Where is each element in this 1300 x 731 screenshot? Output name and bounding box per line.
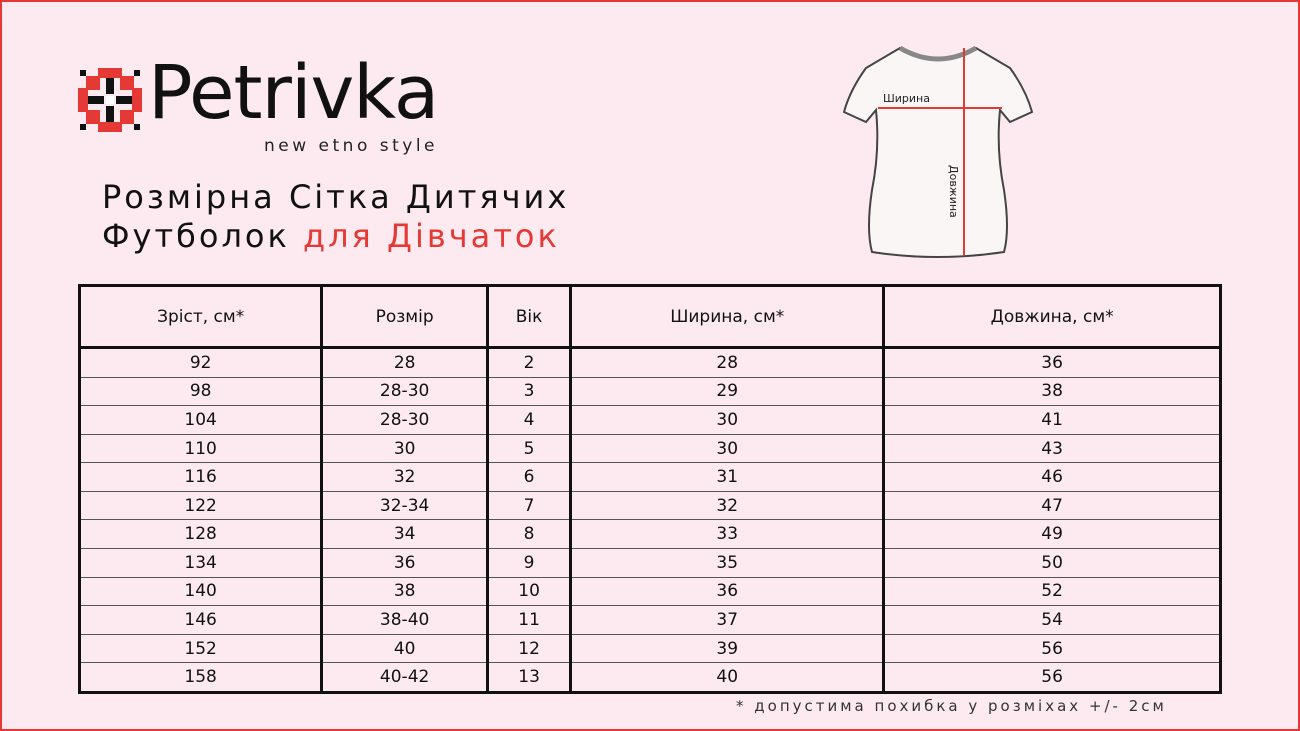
table-cell: 28-30: [321, 377, 489, 407]
table-cell: 12: [487, 634, 573, 664]
table-cell: 140: [79, 577, 324, 607]
column-header: Вік: [487, 285, 573, 349]
table-cell: 10: [487, 577, 573, 607]
column-header: Розмір: [321, 285, 489, 349]
table-cell: 41: [883, 405, 1221, 435]
brand-name: Petrivka: [148, 50, 439, 136]
table-cell: 32: [321, 462, 489, 492]
table-cell: 2: [487, 347, 573, 378]
table-cell: 31: [570, 462, 886, 492]
table-cell: 36: [570, 577, 886, 607]
length-label: Довжина: [947, 165, 960, 218]
table-row: 104 28-30 4 30 41: [79, 405, 1221, 435]
table-cell: 128: [79, 519, 324, 550]
table-cell: 39: [570, 634, 886, 664]
table-cell: 4: [487, 405, 573, 435]
table-cell: 36: [883, 347, 1221, 378]
title-line-1: Розмірна Сітка Дитячих: [102, 178, 570, 216]
table-cell: 35: [570, 548, 886, 578]
table-cell: 46: [883, 462, 1221, 492]
table-cell: 30: [570, 405, 886, 435]
table-cell: 104: [79, 405, 324, 435]
table-row: 134 36 9 35 50: [79, 548, 1221, 578]
table-cell: 38-40: [321, 605, 489, 635]
table-cell: 116: [79, 462, 324, 492]
table-cell: 52: [883, 577, 1221, 607]
table-cell: 56: [883, 634, 1221, 664]
table-cell: 49: [883, 519, 1221, 550]
footnote: * допустима похибка у розміхах +/- 2см: [736, 697, 1167, 715]
table-cell: 110: [79, 434, 324, 464]
table-cell: 152: [79, 634, 324, 664]
table-cell: 9: [487, 548, 573, 578]
table-cell: 38: [883, 377, 1221, 407]
table-cell: 98: [79, 377, 324, 407]
table-row: 116 32 6 31 46: [79, 462, 1221, 492]
table-cell: 92: [79, 347, 324, 378]
table-cell: 40: [570, 662, 886, 693]
table-cell: 13: [487, 662, 573, 693]
table-row: 98 28-30 3 29 38: [79, 377, 1221, 407]
table-cell: 50: [883, 548, 1221, 578]
table-cell: 43: [883, 434, 1221, 464]
table-cell: 54: [883, 605, 1221, 635]
table-cell: 37: [570, 605, 886, 635]
table-cell: 47: [883, 491, 1221, 521]
page-title: Розмірна Сітка Дитячих Футболок для Дівч…: [102, 178, 569, 256]
table-cell: 30: [321, 434, 489, 464]
table-row: 158 40-42 13 40 56: [79, 662, 1221, 693]
table-row: 146 38-40 11 37 54: [79, 605, 1221, 635]
table-cell: 36: [321, 548, 489, 578]
brand-tagline: new etno style: [264, 136, 439, 156]
table-cell: 5: [487, 434, 573, 464]
petrivka-ornament-logo: [78, 68, 142, 132]
table-cell: 8: [487, 519, 573, 550]
column-header: Ширина, см*: [570, 285, 886, 349]
title-line-2-black: Футболок: [102, 217, 290, 255]
size-chart-table: Зріст, см* Розмір Вік Ширина, см* Довжина, с…: [78, 284, 1222, 694]
table-row: 152 40 12 39 56: [79, 634, 1221, 664]
table-cell: 28-30: [321, 405, 489, 435]
table-cell: 11: [487, 605, 573, 635]
column-header: Довжина, см*: [883, 285, 1221, 349]
table-cell: 28: [321, 347, 489, 378]
table-cell: 28: [570, 347, 886, 378]
table-row: 122 32-34 7 32 47: [79, 491, 1221, 521]
table-cell: 146: [79, 605, 324, 635]
tshirt-measurement-diagram: Ширина Довжина: [842, 45, 1034, 258]
table-cell: 33: [570, 519, 886, 550]
table-header-row: Зріст, см* Розмір Вік Ширина, см* Довжина, с…: [79, 285, 1221, 349]
title-line-2-red: для Дівчаток: [302, 217, 560, 255]
table-cell: 56: [883, 662, 1221, 693]
width-label: Ширина: [883, 92, 930, 105]
table-cell: 30: [570, 434, 886, 464]
column-header: Зріст, см*: [79, 285, 324, 349]
table-cell: 34: [321, 519, 489, 550]
table-cell: 40: [321, 634, 489, 664]
table-cell: 122: [79, 491, 324, 521]
table-cell: 6: [487, 462, 573, 492]
table-cell: 38: [321, 577, 489, 607]
table-cell: 7: [487, 491, 573, 521]
table-cell: 32-34: [321, 491, 489, 521]
table-row: 92 28 2 28 36: [79, 347, 1221, 378]
table-cell: 40-42: [321, 662, 489, 693]
table-cell: 29: [570, 377, 886, 407]
table-cell: 134: [79, 548, 324, 578]
table-row: 140 38 10 36 52: [79, 577, 1221, 607]
table-cell: 3: [487, 377, 573, 407]
table-row: 110 30 5 30 43: [79, 434, 1221, 464]
table-row: 128 34 8 33 49: [79, 519, 1221, 550]
table-cell: 158: [79, 662, 324, 693]
table-cell: 32: [570, 491, 886, 521]
